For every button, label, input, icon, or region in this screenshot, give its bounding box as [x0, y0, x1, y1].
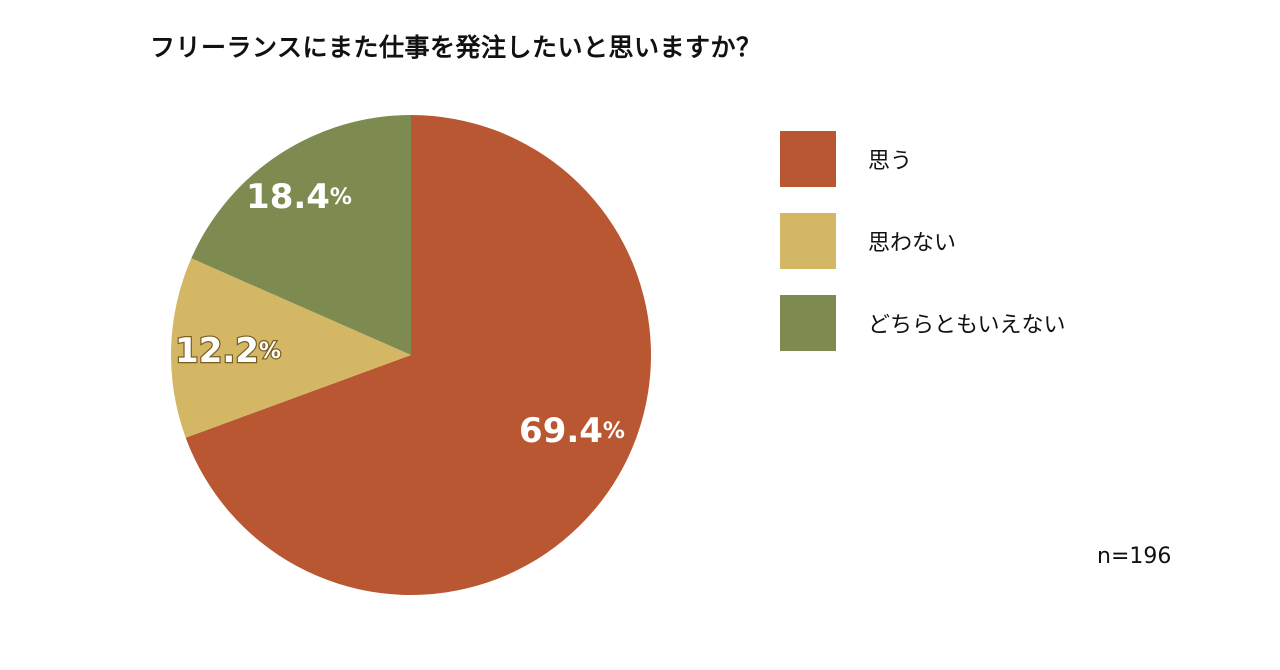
legend-swatch-disagree [780, 213, 836, 269]
pie-slice-disagree [170, 258, 411, 438]
legend-item-neutral: どちらともいえない [780, 295, 1066, 351]
sample-size-label: n=196 [1097, 544, 1172, 569]
legend-item-agree: 思う [780, 131, 1066, 187]
chart-title: フリーランスにまた仕事を発注したいと思いますか？ [150, 33, 762, 62]
data-label-agree: 69.4% [519, 411, 625, 451]
legend-swatch-neutral [780, 295, 836, 351]
legend-item-disagree: 思わない [780, 213, 1066, 269]
data-label-neutral: 18.4% [246, 177, 352, 217]
pie-slice-neutral [191, 115, 411, 355]
data-label-disagree: 12.2% [175, 331, 281, 371]
legend-swatch-agree [780, 131, 836, 187]
legend-label-disagree: 思わない [868, 231, 957, 256]
legend-label-neutral: どちらともいえない [868, 313, 1066, 338]
legend: 思う 思わない どちらともいえない [780, 131, 1066, 377]
legend-label-agree: 思う [868, 149, 913, 174]
pie-slice-agree [185, 115, 651, 595]
